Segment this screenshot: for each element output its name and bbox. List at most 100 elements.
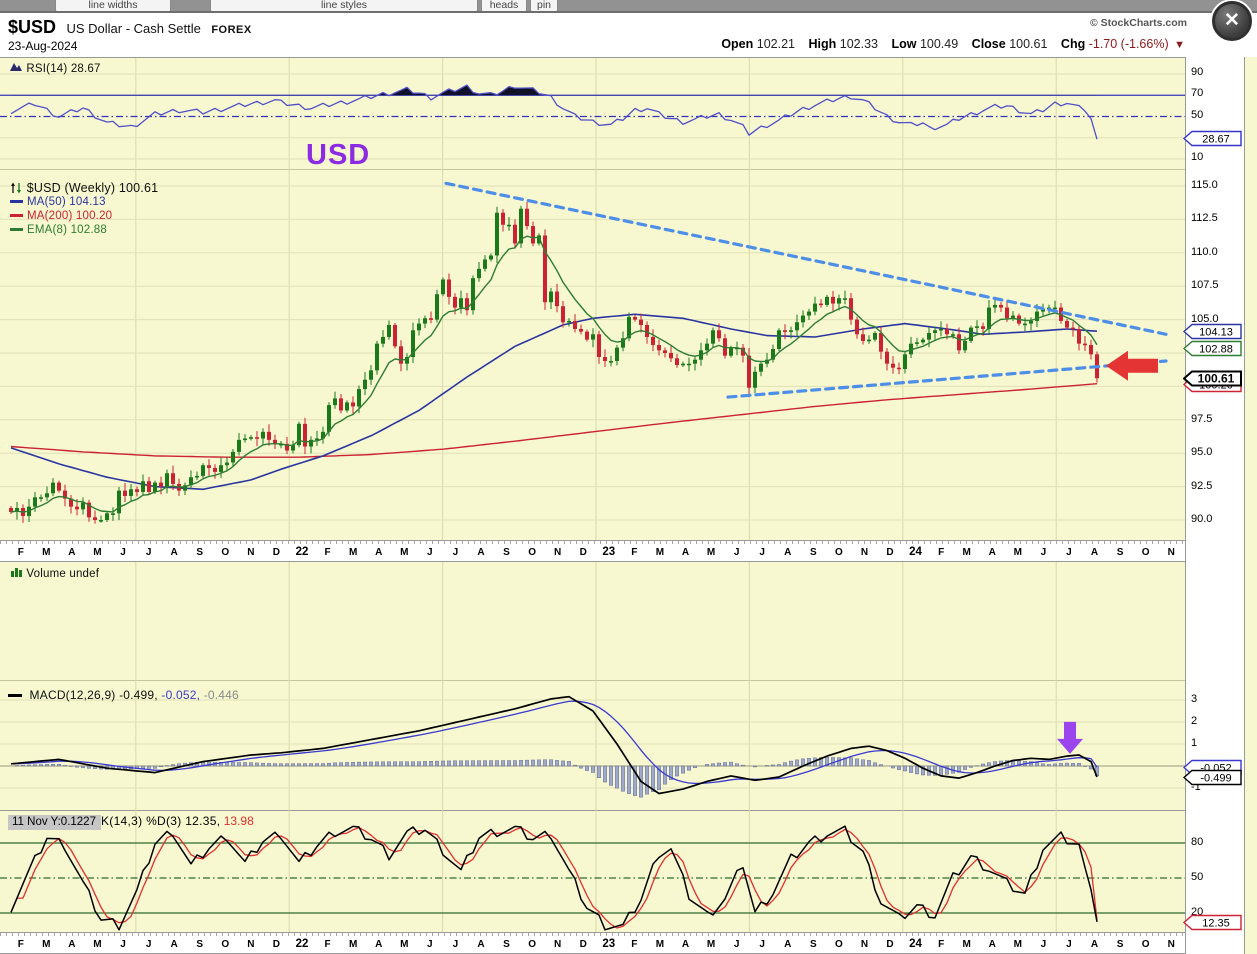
low-label: Low [891, 37, 917, 51]
month-label: A [68, 939, 76, 950]
month-label: M [348, 547, 358, 558]
month-label: O [1141, 547, 1150, 558]
month-label: D [272, 547, 281, 558]
price-panel[interactable] [0, 170, 1185, 540]
macd-signal-value: -0.052, [161, 688, 201, 702]
stochastic-panel[interactable] [0, 811, 1185, 932]
month-label: M [655, 547, 665, 558]
month-label: S [809, 939, 817, 950]
month-label: A [170, 547, 178, 558]
rsi-area-icon [10, 63, 22, 71]
month-label: A [375, 939, 383, 950]
month-label: A [1090, 547, 1099, 558]
macd-histogram [14, 757, 1099, 798]
high-label: High [808, 37, 837, 51]
month-label: J [1066, 939, 1072, 950]
rsi-chart[interactable] [0, 58, 1185, 171]
heads-button[interactable]: heads [481, 0, 527, 11]
month-label: M [93, 939, 102, 950]
price-legend-symbol: $USD (Weekly) 100.61 [26, 181, 159, 195]
change-down-triangle-icon[interactable]: ▼ [1174, 39, 1185, 51]
ema8-swatch [10, 228, 23, 232]
axis-tick-label: 2 [1191, 715, 1198, 727]
volume-chart[interactable] [0, 562, 1185, 681]
price-legend: $USD (Weekly) 100.61 MA(50) 104.13 MA(20… [10, 181, 158, 237]
trendline [726, 359, 1168, 399]
month-label: F [631, 547, 638, 558]
month-label: F [17, 939, 24, 950]
month-label: D [886, 939, 894, 950]
price-callout-28.67: 28.67 [1182, 130, 1243, 152]
ma50-swatch [10, 200, 23, 204]
month-label: J [120, 939, 126, 950]
month-label: N [860, 939, 869, 950]
month-label: N [1167, 939, 1175, 950]
line-widths-dropdown[interactable]: line widths [55, 0, 171, 11]
axis-tick-label: 10 [1191, 151, 1204, 163]
trendline [444, 181, 1168, 336]
low-value: 100.49 [919, 37, 959, 51]
month-label: J [1040, 939, 1047, 950]
stochastic-legend-text: K(14,3) %D(3) 12.35, [100, 814, 221, 828]
symbol-title: $USD US Dollar - Cash Settle FOREX [8, 17, 252, 38]
month-label: F [938, 547, 945, 558]
rsi-panel[interactable] [0, 57, 1185, 171]
volume-panel[interactable] [0, 562, 1185, 681]
ohlc-quote: Open 102.21 High 102.33 Low 100.49 Close… [711, 37, 1185, 51]
axis-tick-label: 3 [1191, 693, 1198, 705]
month-label: M [706, 939, 716, 950]
month-label: S [809, 547, 817, 558]
chg-value: -1.70 (-1.66%) [1088, 37, 1169, 51]
stochastic-chart[interactable] [0, 811, 1185, 932]
month-label: J [759, 939, 765, 950]
month-label: A [988, 547, 996, 558]
month-label: M [1013, 939, 1022, 950]
axis-tick-label: 112.5 [1191, 212, 1218, 225]
month-label: N [1167, 547, 1175, 558]
month-label: A [477, 939, 485, 950]
pin-button[interactable]: pin [530, 0, 558, 11]
month-label: A [1090, 939, 1099, 950]
crosshair-tooltip: 11 Nov Y:0.1227 [8, 815, 101, 830]
macd-panel[interactable] [0, 681, 1185, 811]
macd-hist-value: -0.446 [203, 688, 239, 702]
exchange-tag: FOREX [211, 24, 252, 36]
open-label: Open [721, 37, 754, 51]
volume-bars-icon [11, 568, 22, 577]
copyright: © StockCharts.com [1089, 17, 1187, 29]
month-label: A [784, 547, 792, 558]
month-label: J [120, 547, 126, 558]
month-label: M [400, 939, 409, 950]
month-label: A [988, 939, 996, 950]
month-label: A [170, 939, 178, 950]
month-label: F [324, 939, 331, 950]
axis-tick-label: 50 [1191, 108, 1204, 121]
month-label: M [706, 547, 716, 558]
month-label: O [1141, 939, 1150, 950]
date-axis-top: F M A M J J A S O N D 22 F M A M J J A S O N D 23 F M A M J J A S O N D 24 F… [0, 540, 1185, 562]
svg-text:28.67: 28.67 [1202, 134, 1230, 146]
axis-tick-label: 50 [1191, 871, 1204, 883]
year-label: 24 [909, 938, 922, 950]
line-styles-dropdown[interactable]: line styles [210, 0, 478, 11]
month-label: J [733, 547, 740, 558]
ma200-swatch [10, 214, 23, 218]
macd-chart[interactable] [0, 681, 1185, 811]
macd-line-swatch [8, 694, 22, 698]
right-axis-label-column [1185, 57, 1244, 954]
price-chart[interactable] [0, 170, 1185, 540]
close-icon[interactable]: ✕ [1212, 1, 1252, 41]
stochastic-legend: 11 Nov Y:0.1227 K(14,3) %D(3) 12.35, 13.9… [8, 814, 254, 830]
price-callout--0.499: -0.499 [1182, 769, 1243, 791]
month-label: S [503, 939, 510, 950]
axis-tick-label: 107.5 [1191, 279, 1219, 292]
month-label: S [1116, 939, 1124, 950]
month-label: N [554, 547, 562, 558]
candles [9, 201, 1099, 524]
symbol-name: US Dollar - Cash Settle [66, 21, 201, 36]
year-label: 23 [602, 546, 616, 558]
month-label: J [427, 939, 433, 950]
open-value: 102.21 [756, 37, 795, 51]
chart-header: $USD US Dollar - Cash Settle FOREX © Sto… [0, 15, 1257, 57]
price-callout-12.35: 12.35 [1182, 914, 1243, 936]
